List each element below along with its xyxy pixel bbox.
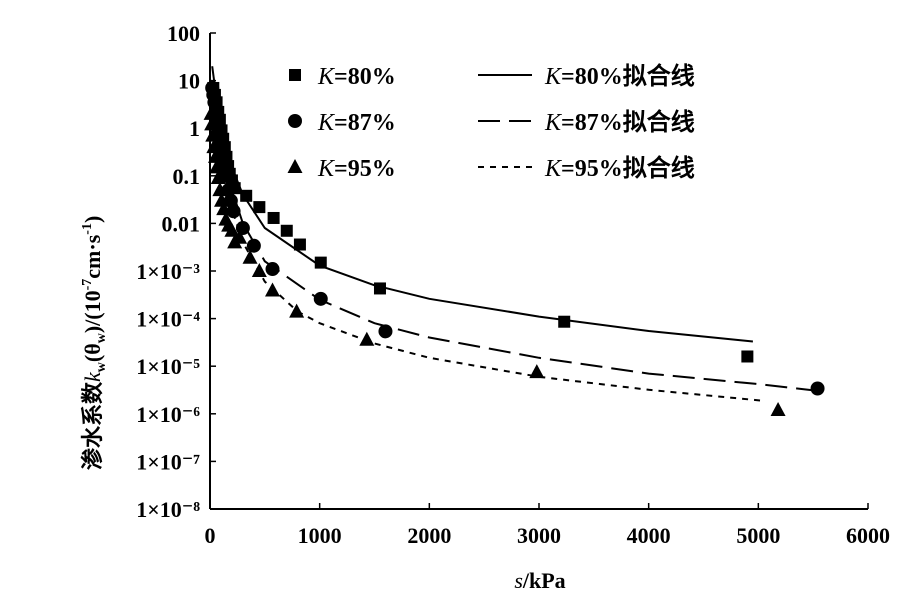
x-axis-label-unit: /kPa: [522, 568, 566, 593]
y-tick-label: 1×10⁻⁷: [136, 449, 200, 474]
data-point-triangle: [204, 116, 220, 131]
data-point-circle: [246, 238, 261, 253]
legend-label-var: K: [317, 156, 336, 182]
legend-label: K=80%: [317, 64, 396, 90]
y-tick-label: 0.01: [162, 211, 201, 236]
data-point-triangle: [242, 249, 258, 264]
data-point-triangle: [529, 364, 545, 379]
data-point-triangle: [203, 105, 219, 120]
data-point-square: [267, 211, 280, 224]
data-point-triangle: [205, 127, 221, 142]
y-tick-label: 1×10⁻⁶: [136, 402, 200, 427]
data-point-square: [558, 315, 571, 328]
legend-label: K=80%拟合线: [544, 62, 695, 90]
data-point-square: [293, 238, 306, 251]
data-point-circle: [265, 262, 280, 277]
legend-label-rest: =87%拟合线: [561, 108, 695, 136]
data-point-triangle: [216, 201, 232, 216]
y-label-var: k: [80, 371, 105, 382]
legend-label-rest: =95%: [334, 156, 396, 182]
axes: 0 1000 2000 3000 4000 5000 6000 100 10 1 0.1 0.01 1×…: [136, 21, 890, 548]
x-tick-label: 1000: [298, 523, 342, 548]
legend-label-rest: =95%拟合线: [561, 154, 695, 182]
data-point-triangle: [209, 159, 225, 174]
x-tick-label: 5000: [736, 523, 780, 548]
data-point-triangle: [232, 229, 248, 244]
data-point-square: [240, 189, 253, 202]
y-label-unit: )/(10: [80, 290, 105, 333]
data-point-triangle: [206, 139, 222, 154]
x-tick-label: 4000: [627, 523, 671, 548]
legend-label: K=87%拟合线: [544, 108, 695, 136]
x-tick-label: 2000: [407, 523, 451, 548]
data-point-circle: [810, 381, 825, 396]
legend-label-var: K: [317, 64, 336, 90]
legend-label-var: K: [544, 156, 563, 182]
legend-label: K=95%拟合线: [544, 154, 695, 182]
data-point-circle: [313, 291, 328, 306]
data-point-triangle: [770, 402, 786, 417]
legend-label-rest: =80%拟合线: [561, 62, 695, 90]
data-point-triangle: [251, 263, 267, 277]
x-tick-label: 3000: [517, 523, 561, 548]
data-point-triangle: [207, 148, 223, 163]
fit-lines: [211, 66, 820, 402]
fit-line-solid: [211, 66, 754, 343]
legend-label-var: K: [317, 110, 336, 136]
legend-marker-circle: [288, 114, 302, 128]
x-axis-label: s/kPa: [514, 568, 565, 593]
data-point-triangle: [210, 169, 226, 184]
fit-line-long-dash: [211, 80, 820, 393]
x-tick-label: 0: [205, 523, 216, 548]
legend-label-rest: =80%: [334, 64, 396, 90]
y-axis-label: 渗水系数kw(θw)/(10-7cm·s-1): [80, 216, 109, 470]
y-label-close: ): [80, 216, 105, 223]
data-point-triangle: [359, 331, 375, 346]
legend-label: K=95%: [317, 156, 396, 182]
x-tick-label: 6000: [846, 523, 890, 548]
data-point-square: [253, 201, 266, 214]
y-tick-label: 1: [189, 116, 200, 141]
y-tick-label: 1×10⁻⁸: [136, 497, 200, 522]
data-point-circle: [378, 324, 393, 339]
data-point-square: [741, 350, 754, 363]
y-tick-label: 1×10⁻⁴: [136, 307, 200, 332]
data-points: [203, 80, 825, 417]
data-point-triangle: [212, 182, 228, 197]
y-label-sub: w: [94, 361, 109, 372]
y-tick-label: 10: [178, 69, 200, 94]
data-point-triangle: [214, 192, 230, 207]
y-label-mid: (θ: [80, 343, 105, 362]
y-tick-label: 1×10⁻³: [136, 259, 200, 284]
data-point-square: [314, 256, 327, 269]
data-point-square: [280, 224, 293, 237]
data-point-triangle: [265, 282, 281, 297]
data-point-triangle: [224, 222, 240, 237]
y-label-unit-sup: -7: [80, 279, 95, 291]
legend-marker-square: [289, 69, 301, 81]
y-tick-label: 100: [167, 21, 200, 46]
legend-marker-triangle: [287, 159, 303, 173]
data-point-square: [373, 282, 386, 295]
legend-label-rest: =87%: [334, 110, 396, 136]
legend-label-var: K: [544, 64, 563, 90]
y-tick-label: 0.1: [173, 164, 201, 189]
data-point-triangle: [289, 303, 305, 318]
y-label-unit-tail: cm·s: [80, 234, 105, 278]
legend-label-var: K: [544, 110, 563, 136]
y-tick-label: 1×10⁻⁵: [136, 354, 200, 379]
legend-label: K=87%: [317, 110, 396, 136]
x-axis-label-var: s: [514, 568, 523, 593]
y-label-mid-sub: w: [94, 332, 109, 343]
y-label-prefix: 渗水系数: [80, 381, 105, 470]
y-label-unit-tail-sup: -1: [80, 223, 95, 235]
